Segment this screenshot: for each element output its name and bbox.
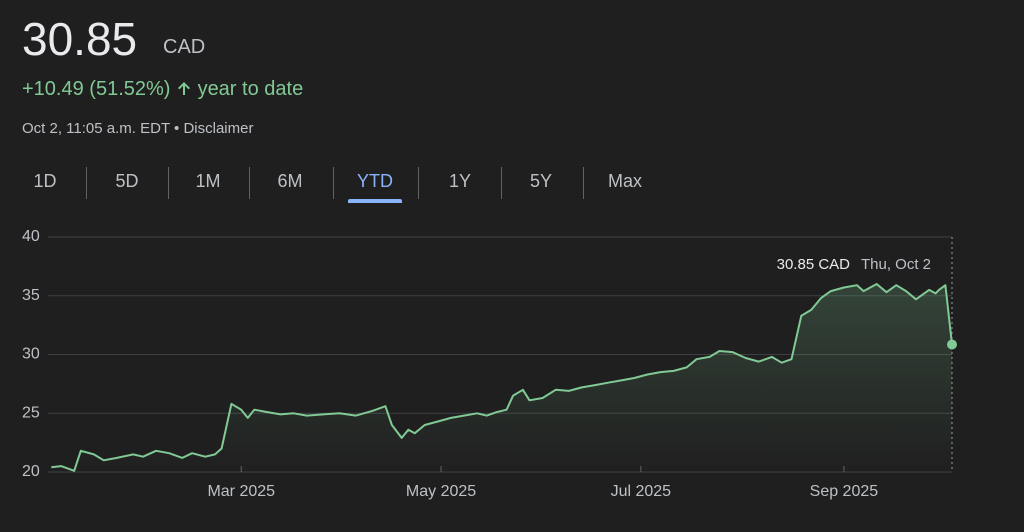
x-tick-label: Jul 2025: [611, 483, 672, 500]
y-tick-label: 35: [22, 287, 40, 304]
tab-divider: [332, 167, 334, 199]
tab-divider: [500, 167, 502, 199]
tab-divider: [583, 167, 584, 199]
disclaimer[interactable]: Disclaimer: [183, 120, 254, 137]
x-tick-label: Sep 2025: [810, 483, 879, 500]
tab[interactable]: 5Y: [529, 171, 553, 191]
tooltip-date: Thu, Oct 2: [861, 256, 931, 273]
period: year to date: [197, 78, 304, 100]
y-tick-label: 25: [22, 404, 40, 421]
area: [51, 284, 952, 472]
tab-divider: [167, 167, 169, 199]
tab[interactable]: 6M: [277, 171, 303, 191]
up-arrow: [178, 82, 190, 95]
tab-divider: [249, 167, 250, 199]
tooltip-price: 30.85 CAD: [777, 256, 851, 273]
change-value: +10.49 (51.52%): [22, 78, 171, 100]
last-point: [947, 339, 957, 350]
tab[interactable]: 1D: [33, 171, 57, 191]
x-tick-label: Mar 2025: [207, 483, 275, 500]
tab[interactable]: 5D: [115, 171, 139, 191]
y-tick-label: 30: [22, 346, 40, 363]
y-tick-label: 40: [22, 228, 40, 245]
tab[interactable]: 1Y: [448, 171, 472, 191]
tab-bar: 1D 5D 1M 6M YTD 1Y 5Y Max: [0, 165, 700, 205]
tab-divider: [86, 167, 87, 199]
change: +10.49 (51.52%) year to date: [22, 78, 303, 101]
separator: •: [174, 120, 180, 137]
currency: CAD: [163, 36, 206, 58]
timestamp: Oct 2, 11:05 a.m. EDT: [22, 120, 170, 137]
price-line: [51, 283, 953, 472]
tab[interactable]: Max: [607, 171, 643, 191]
x-tick-label: May 2025: [406, 483, 476, 500]
price: 30.85: [22, 13, 138, 65]
tab[interactable]: 1M: [195, 171, 221, 191]
y-tick-label: 20: [22, 463, 40, 480]
tab-divider: [417, 167, 419, 199]
tab-underline: [348, 199, 402, 203]
timestamp-row: Oct 2, 11:05 a.m. EDT • Disclaimer: [22, 120, 253, 137]
tab[interactable]: YTD: [357, 171, 393, 191]
